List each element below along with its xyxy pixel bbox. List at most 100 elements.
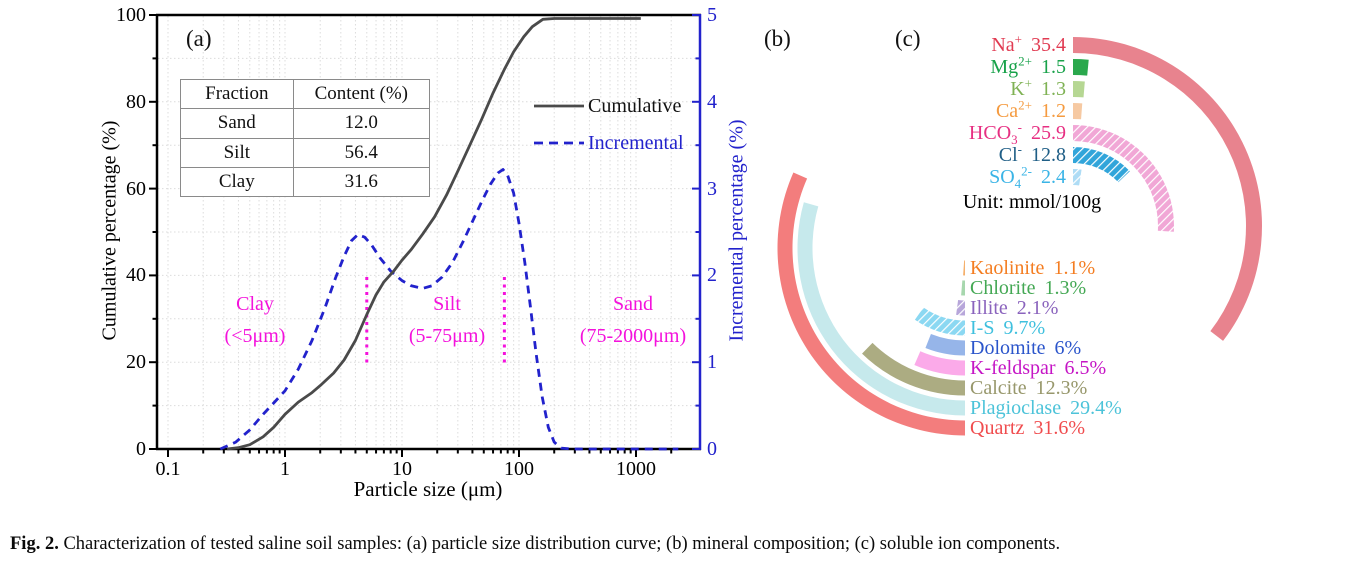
region-label-sand: Sand (75-2000μm) xyxy=(553,288,713,352)
mineral-bar-k-feldspar xyxy=(914,351,965,376)
mineral-value: 2.1% xyxy=(1016,297,1059,319)
table-row-silt-cell-0: Silt xyxy=(180,137,294,168)
y-right-tick-label: 4 xyxy=(707,90,717,113)
y-right-tick-label: 3 xyxy=(707,177,717,200)
mineral-bar-i-s xyxy=(914,307,965,336)
figure-caption: Fig. 2. Characterization of tested salin… xyxy=(10,534,1355,555)
ion-formula-part: 2- xyxy=(1021,163,1032,179)
ion-formula-part: 4 xyxy=(1014,176,1022,191)
x-tick-label: 10 xyxy=(392,458,412,480)
mineral-label-k-feldspar: K-feldspar 6.5% xyxy=(970,356,1106,380)
mineral-value: 1.3% xyxy=(1044,277,1087,299)
x-tick-label: 1 xyxy=(280,458,290,480)
ion-formula-part: Cl xyxy=(998,144,1018,166)
mineral-bar-illite xyxy=(956,300,965,316)
region-silt-line2: (5-75μm) xyxy=(408,325,486,347)
mineral-value: 29.4% xyxy=(1070,397,1122,419)
table-row-sand: Sand 12.0 xyxy=(180,108,431,139)
y-right-tick-label: 2 xyxy=(707,264,717,287)
mineral-label-dolomite: Dolomite 6% xyxy=(970,336,1081,360)
axis-ticks xyxy=(149,14,700,457)
mineral-bar-calcite xyxy=(862,342,965,396)
ion-radial-bars xyxy=(1073,37,1262,341)
region-sand-line2: (75-2000μm) xyxy=(579,325,687,347)
ion-value: 1.2 xyxy=(1041,100,1066,122)
mineral-label-calcite: Calcite 12.3% xyxy=(970,376,1087,400)
ion-bar-cl xyxy=(1073,147,1130,183)
mineral-label-kaolinite: Kaolinite 1.1% xyxy=(970,256,1095,280)
mineral-value: 6% xyxy=(1054,337,1082,359)
unit-note: Unit: mmol/100g xyxy=(962,191,1102,213)
x-tick-label: 100 xyxy=(504,458,534,480)
ion-formula-part: + xyxy=(1024,75,1032,91)
mineral-bar-dolomite xyxy=(925,334,965,356)
mineral-label-plagioclase: Plagioclase 29.4% xyxy=(970,396,1122,420)
ion-label-k: K+ 1.3 xyxy=(826,76,1066,102)
mineral-label-quartz: Quartz 31.6% xyxy=(970,416,1085,440)
y-right-axis-title: Incremental percentage (%) xyxy=(725,119,748,342)
ion-formula-part: 2+ xyxy=(1018,53,1032,69)
x-tick-label: 1000 xyxy=(616,458,656,480)
mineral-bar-kaolinite xyxy=(963,260,965,276)
ion-value: 1.5 xyxy=(1041,56,1066,78)
cumulative-curve xyxy=(226,17,641,451)
table-row-clay-cell-0: Clay xyxy=(180,166,294,198)
ion-formula-part: Na xyxy=(991,34,1015,56)
mineral-name: Dolomite xyxy=(970,337,1046,359)
ion-label-mg: Mg2+ 1.5 xyxy=(826,54,1066,80)
ion-label-ca: Ca2+ 1.2 xyxy=(826,98,1066,124)
y-left-axis-title: Cumulative percentage (%) xyxy=(98,120,121,341)
ion-label-so: SO42- 2.4 xyxy=(826,164,1066,190)
ion-formula-part: - xyxy=(1017,119,1022,135)
mineral-radial-bars xyxy=(777,172,965,436)
mineral-bar-plagioclase xyxy=(797,202,965,416)
region-silt-line1: Silt xyxy=(433,293,461,315)
ion-value: 1.3 xyxy=(1041,78,1066,100)
table-header-row: Fraction Content (%) xyxy=(180,78,431,110)
ion-formula-part: 2+ xyxy=(1018,97,1032,113)
y-right-tick-label: 0 xyxy=(707,438,717,460)
ion-bar-mg xyxy=(1073,59,1089,76)
mineral-bar-quartz xyxy=(777,172,965,436)
ion-label-hco: HCO3- 25.9 xyxy=(826,120,1066,146)
mineral-name: I-S xyxy=(970,317,995,339)
region-clay-line1: Clay xyxy=(236,293,274,315)
ion-formula-part: Mg xyxy=(990,56,1019,78)
table-header-row-cell-0: Fraction xyxy=(180,78,294,110)
ion-formula-part: Ca xyxy=(995,100,1019,122)
table-row-sand-cell-1: 12.0 xyxy=(292,108,431,139)
table-row-clay: Clay 31.6 xyxy=(180,166,431,198)
ion-formula-part: HCO xyxy=(968,122,1012,144)
table-row-silt-cell-1: 56.4 xyxy=(292,137,431,168)
legend-label-incremental: Incremental xyxy=(588,132,684,154)
panel-b-letter: (b) xyxy=(764,26,791,51)
mineral-name: Chlorite xyxy=(970,277,1036,299)
y-right-tick-label: 5 xyxy=(707,4,717,26)
mineral-name: Calcite xyxy=(970,377,1027,399)
region-sand-line1: Sand xyxy=(613,293,653,315)
region-label-silt: Silt (5-75μm) xyxy=(367,288,527,352)
y-left-tick-label: 0 xyxy=(136,438,146,460)
ion-label-na: Na+ 35.4 xyxy=(826,32,1066,58)
mineral-value: 12.3% xyxy=(1035,377,1088,399)
ion-formula-part: + xyxy=(1014,31,1022,47)
y-left-tick-label: 100 xyxy=(116,4,146,26)
panel-c-letter: (c) xyxy=(895,26,921,51)
ion-formula-part: SO xyxy=(989,166,1015,188)
mineral-label-illite: Illite 2.1% xyxy=(970,296,1058,320)
mineral-value: 9.7% xyxy=(1003,317,1046,339)
table-row-clay-cell-1: 31.6 xyxy=(292,166,431,198)
region-label-clay: Clay (<5μm) xyxy=(175,288,335,352)
y-left-tick-label: 20 xyxy=(126,351,146,374)
ion-value: 2.4 xyxy=(1041,166,1066,188)
caption-text: Characterization of tested saline soil s… xyxy=(58,534,1061,554)
mineral-name: Illite xyxy=(970,297,1008,319)
mineral-value: 1.1% xyxy=(1053,257,1096,279)
mineral-name: Kaolinite xyxy=(970,257,1045,279)
x-axis-title: Particle size (μm) xyxy=(353,477,503,501)
mineral-label-chlorite: Chlorite 1.3% xyxy=(970,276,1086,300)
table-row-silt: Silt 56.4 xyxy=(180,137,431,168)
caption-number: Fig. 2. xyxy=(10,534,59,554)
mineral-name: K-feldspar xyxy=(970,357,1056,379)
ion-formula-part: 3 xyxy=(1011,132,1018,147)
